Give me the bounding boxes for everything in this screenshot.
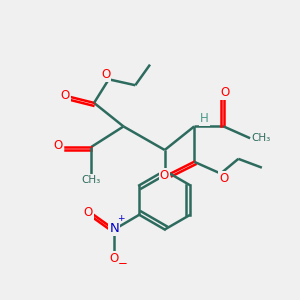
- Text: O: O: [84, 206, 93, 219]
- Text: CH₃: CH₃: [252, 133, 271, 143]
- Text: O: O: [110, 252, 119, 265]
- Text: +: +: [117, 214, 124, 223]
- Text: O: O: [53, 139, 63, 152]
- Text: O: O: [160, 169, 169, 182]
- Text: O: O: [101, 68, 110, 81]
- Text: −: −: [118, 257, 128, 271]
- Text: O: O: [220, 86, 230, 99]
- Text: CH₃: CH₃: [82, 175, 101, 185]
- Text: O: O: [219, 172, 228, 185]
- Text: H: H: [200, 112, 209, 125]
- Text: N: N: [109, 221, 119, 235]
- Text: O: O: [61, 89, 70, 102]
